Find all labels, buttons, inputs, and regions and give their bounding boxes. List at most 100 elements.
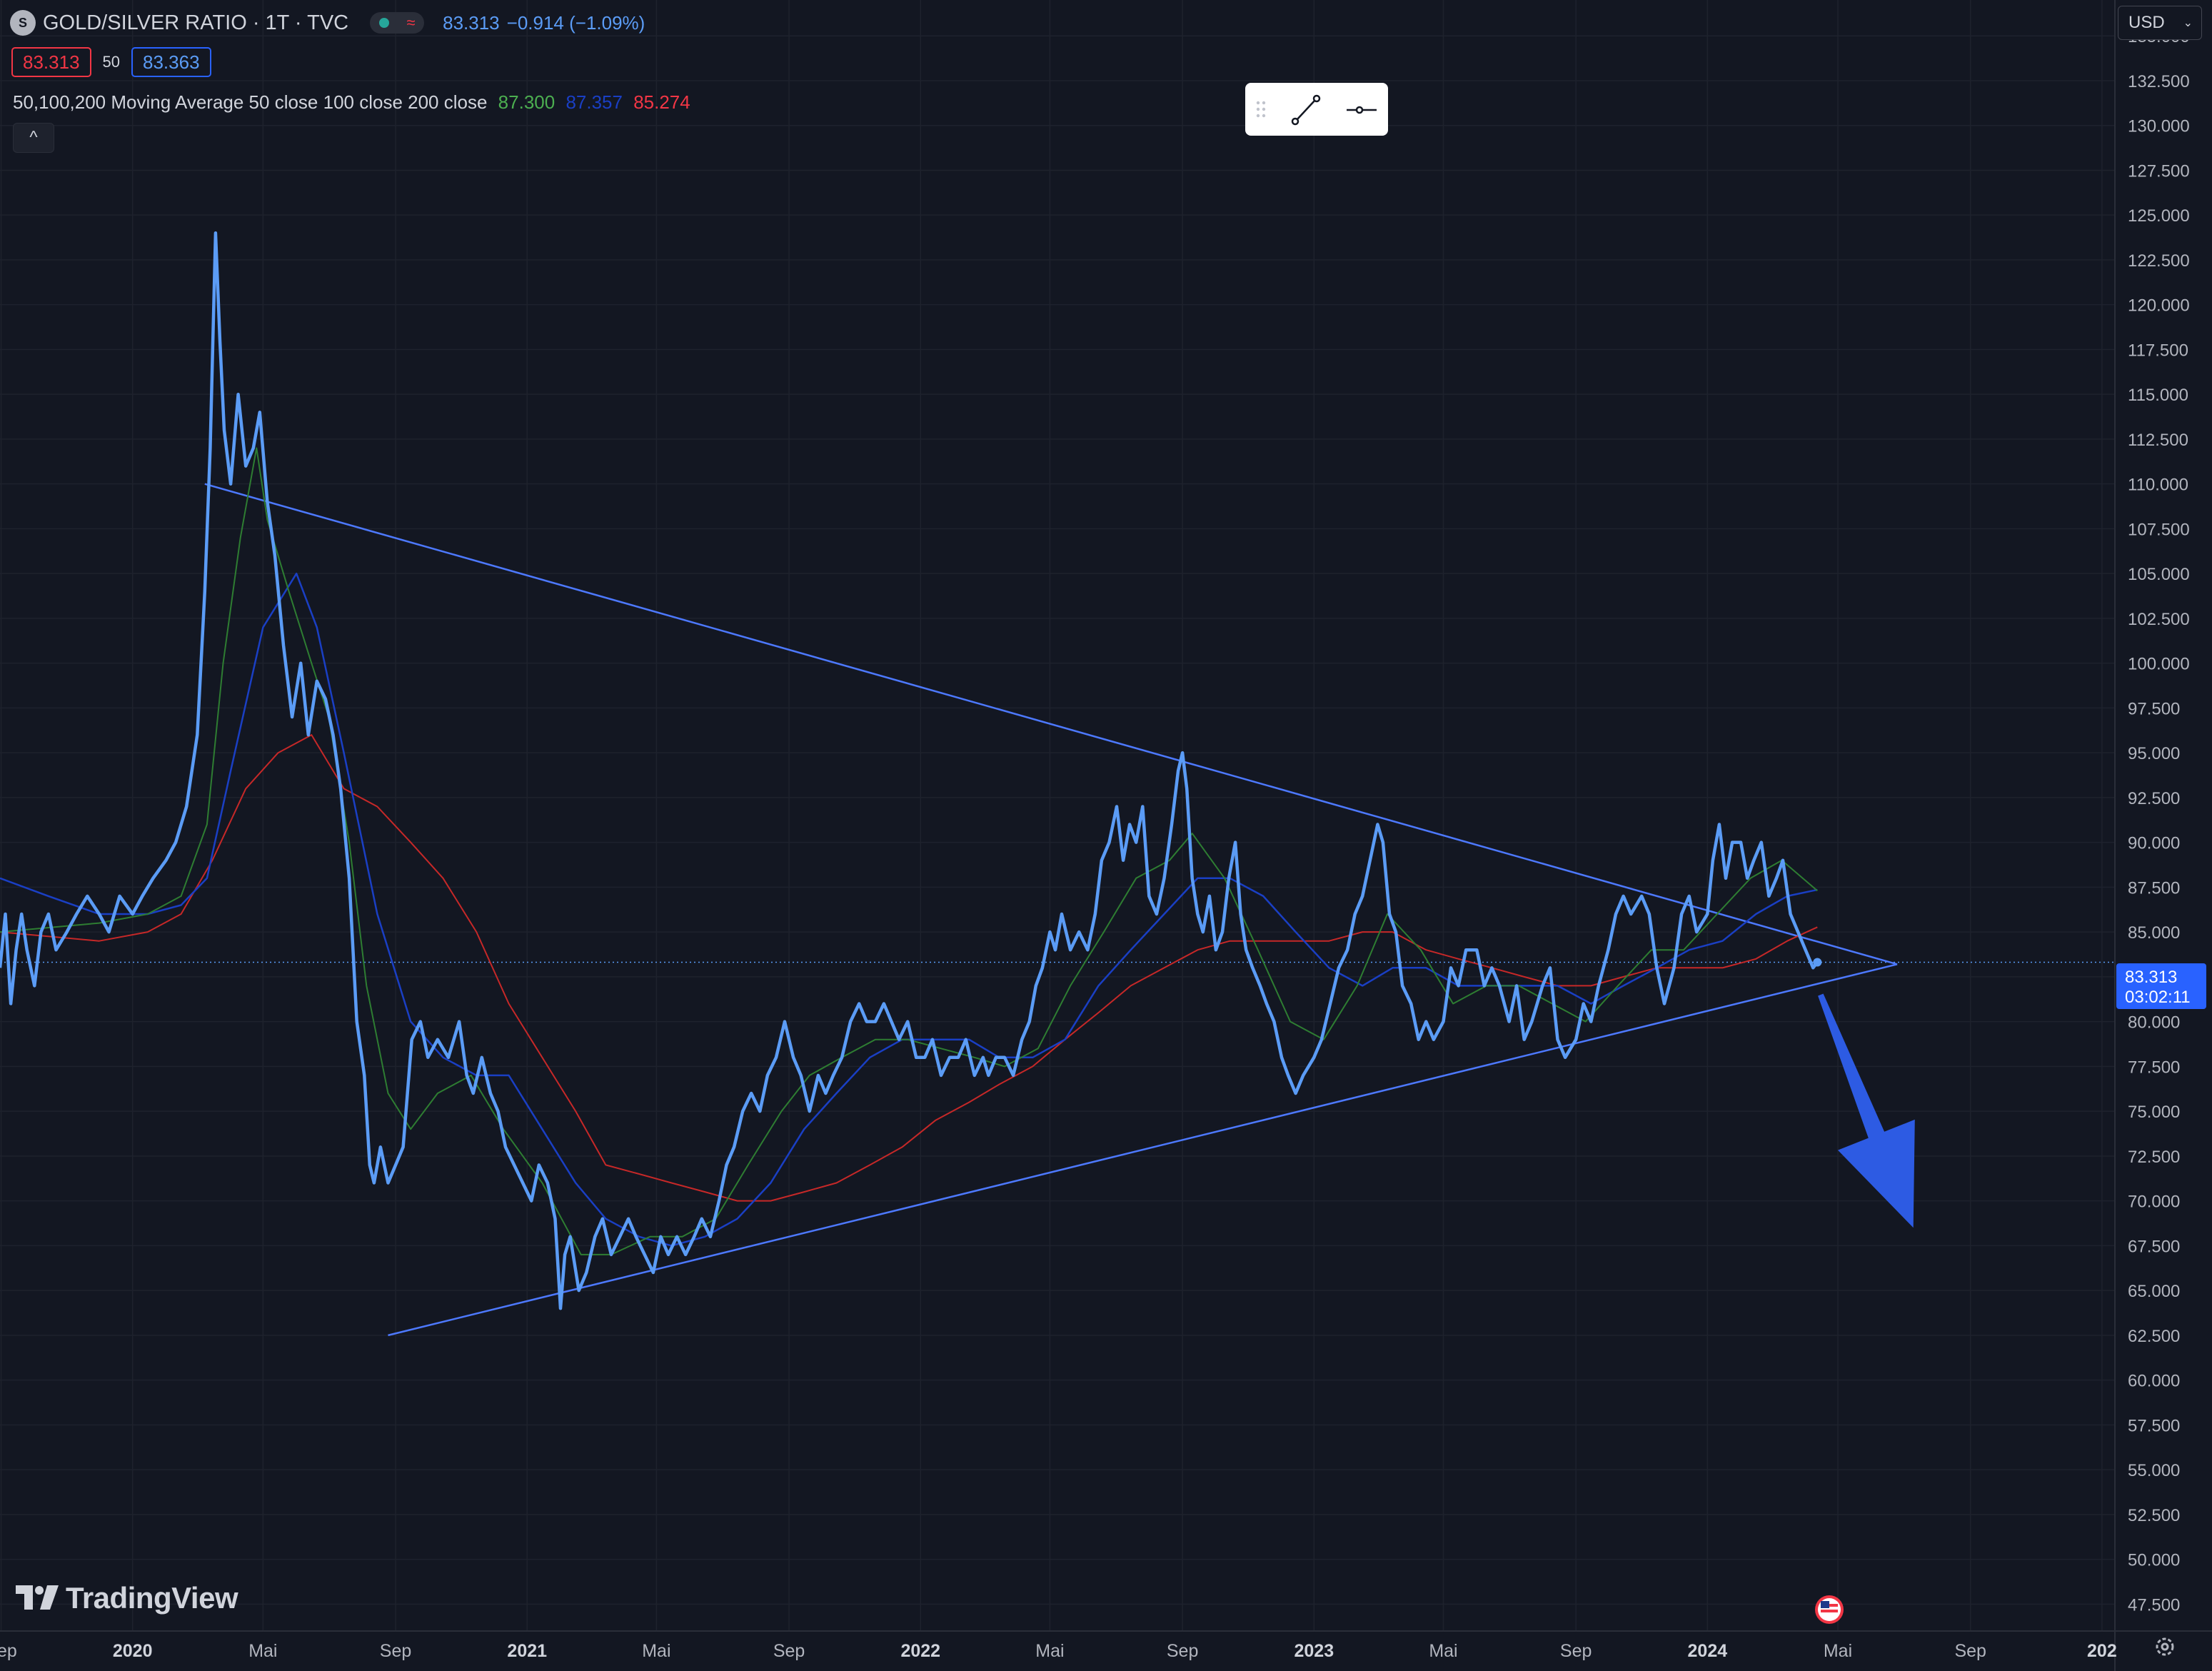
collapse-legend-button[interactable]: ^ (13, 123, 54, 153)
y-tick-label: 100.000 (2128, 655, 2190, 674)
ma200-line (0, 734, 1818, 1202)
y-tick-label: 52.500 (2128, 1506, 2180, 1525)
y-tick-label: 80.000 (2128, 1013, 2180, 1033)
time-axis[interactable]: Sep 2020 Mai Sep 2021 Mai Sep 2022 Mai Sep 2023 Mai… (0, 1641, 2117, 1661)
y-tick-label: 87.500 (2128, 878, 2180, 898)
tradingview-logo-icon (16, 1585, 59, 1610)
market-status[interactable]: ≈ (370, 12, 425, 34)
delayed-data-icon: ≈ (406, 14, 416, 31)
y-tick-label: 90.000 (2128, 834, 2180, 853)
price-tag-box (2116, 963, 2206, 1009)
drawing-toolbar-icons (1256, 94, 1377, 126)
upper-trendline[interactable] (204, 483, 1898, 965)
x-tick-label: Mai (248, 1641, 277, 1661)
y-tick-label: 125.000 (2128, 206, 2190, 226)
x-tick-label: 2022 (900, 1641, 940, 1661)
x-tick-label: Sep (773, 1641, 805, 1661)
y-tick-label: 110.000 (2128, 476, 2188, 495)
y-tick-label: 105.000 (2128, 565, 2190, 584)
price-line (0, 231, 1819, 1310)
x-tick-label: Sep (0, 1641, 17, 1661)
y-tick-label: 97.500 (2128, 699, 2180, 718)
y-tick-label: 102.500 (2128, 610, 2190, 629)
y-tick-label: 122.500 (2128, 251, 2190, 271)
market-open-icon (378, 18, 389, 28)
y-tick-label: 55.000 (2128, 1461, 2180, 1480)
y-tick-label: 72.500 (2128, 1148, 2180, 1167)
indicator-legend[interactable]: 50,100,200 Moving Average 50 close 100 c… (13, 91, 690, 114)
ma100-value: 87.357 (565, 91, 623, 113)
last-price-dot (1813, 958, 1822, 967)
gear-icon[interactable] (2152, 1634, 2178, 1660)
ma100-line (0, 572, 1818, 1247)
price-tag-value: 83.313 (2125, 968, 2177, 987)
x-tick-label: Sep (1167, 1641, 1198, 1661)
y-tick-label: 57.500 (2128, 1416, 2180, 1435)
chevron-down-icon: ⌄ (2183, 17, 2193, 29)
y-tick-label: 75.000 (2128, 1103, 2180, 1122)
y-tick-label: 95.000 (2128, 744, 2180, 763)
currency-select[interactable]: USD ⌄ (2118, 6, 2202, 40)
y-tick-label: 77.500 (2128, 1058, 2180, 1077)
y-tick-label: 112.500 (2128, 431, 2188, 450)
x-tick-label: 2023 (1294, 1641, 1334, 1661)
y-tick-label: 50.000 (2128, 1551, 2180, 1570)
y-tick-label: 62.500 (2128, 1327, 2180, 1346)
y-tick-label: 67.500 (2128, 1237, 2180, 1256)
x-tick-label: 2024 (1688, 1641, 1728, 1661)
y-tick-label: 65.000 (2128, 1282, 2180, 1301)
spread-value: 50 (102, 53, 121, 71)
ma200-value: 85.274 (633, 91, 690, 113)
y-tick-label: 117.500 (2128, 341, 2188, 360)
y-tick-label: 92.500 (2128, 789, 2180, 808)
trend-line-tool-icon[interactable] (1291, 94, 1321, 126)
last-price: 83.313 (443, 11, 500, 34)
price-change: −0.914 (−1.09%) (506, 11, 645, 34)
y-tick-label: 127.500 (2128, 161, 2190, 181)
chevron-up-icon: ^ (29, 128, 38, 147)
tradingview-logo[interactable]: TradingView (16, 1581, 238, 1615)
price-axis[interactable]: 47.500 50.000 52.500 55.000 57.500 60.000 62.5… (2128, 27, 2190, 1615)
down-arrow-icon[interactable] (1818, 993, 1915, 1228)
price-series (0, 231, 1822, 1310)
x-tick-label: Sep (1560, 1641, 1592, 1661)
y-tick-label: 115.000 (2128, 386, 2188, 405)
grid (0, 0, 2115, 1631)
y-tick-label: 85.000 (2128, 923, 2180, 943)
x-tick-label: 2021 (507, 1641, 547, 1661)
symbol-icon[interactable]: S (10, 10, 36, 36)
current-price-tag: 83.313 03:02:11 (2116, 963, 2206, 1009)
annotation-arrow[interactable] (1818, 993, 1915, 1228)
x-tick-label: Mai (1824, 1641, 1852, 1661)
y-tick-label: 132.500 (2128, 72, 2190, 91)
symbol-title[interactable]: GOLD/SILVER RATIO · 1T · TVC (43, 11, 349, 34)
x-tick-label: Sep (1954, 1641, 1986, 1661)
sell-button[interactable]: 83.313 (11, 47, 91, 77)
horizontal-ray-tool-icon[interactable] (1347, 106, 1377, 114)
y-tick-label: 120.000 (2128, 296, 2190, 316)
x-tick-label: Mai (1035, 1641, 1064, 1661)
tradingview-wordmark: TradingView (66, 1581, 238, 1615)
drag-handle-icon[interactable] (1256, 101, 1266, 118)
legend-title-row: S GOLD/SILVER RATIO · 1T · TVC ≈ 83.313 … (10, 10, 645, 36)
y-tick-label: 60.000 (2128, 1372, 2180, 1391)
trendlines[interactable] (204, 483, 1898, 1337)
x-tick-label: 202 (2087, 1641, 2117, 1661)
lower-trendline[interactable] (388, 963, 1898, 1337)
y-tick-label: 70.000 (2128, 1193, 2180, 1212)
us-flag-icon[interactable] (1815, 1595, 1844, 1624)
x-tick-label: Mai (642, 1641, 670, 1661)
x-tick-label: Sep (380, 1641, 411, 1661)
x-tick-label: Mai (1429, 1641, 1457, 1661)
y-tick-label: 107.500 (2128, 520, 2190, 539)
currency-label: USD (2128, 13, 2165, 32)
buy-button[interactable]: 83.363 (131, 47, 211, 77)
ma50-value: 87.300 (498, 91, 555, 113)
bid-ask-row: 83.313 50 83.363 (11, 47, 211, 77)
x-tick-label: 2020 (113, 1641, 153, 1661)
y-tick-label: 130.000 (2128, 117, 2190, 136)
ma50-line (0, 447, 1818, 1255)
price-tag-countdown: 03:02:11 (2125, 988, 2191, 1007)
